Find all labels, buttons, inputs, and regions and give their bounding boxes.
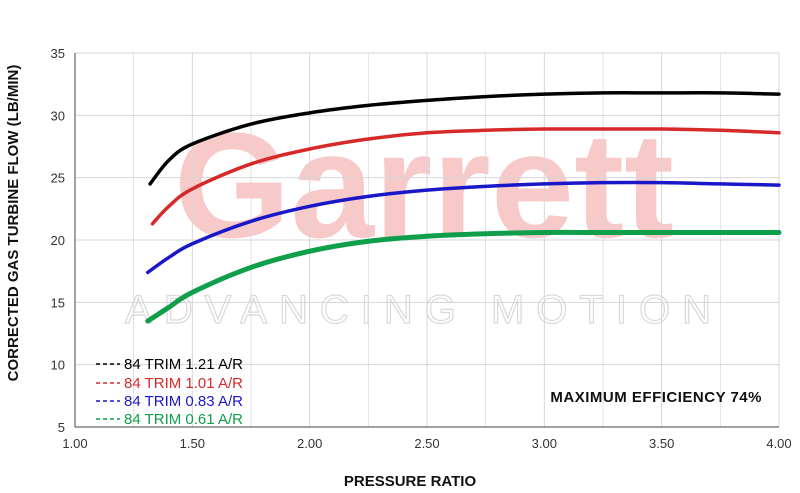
- watermark-tagline: ADVANCING MOTION: [125, 288, 723, 332]
- x-tick-label: 1.50: [180, 436, 205, 451]
- legend-label-4: 84 TRIM 0.61 A/R: [124, 411, 243, 428]
- legend-item: 84 TRIM 1.21 A/R: [96, 356, 243, 373]
- x-tick-label: 1.00: [62, 436, 87, 451]
- x-tick-label: 3.00: [532, 436, 557, 451]
- x-tick-label: 2.50: [414, 436, 439, 451]
- series-line-1: [148, 91, 781, 186]
- y-tick-label: 5: [58, 420, 65, 435]
- legend-item: 84 TRIM 0.61 A/R: [96, 411, 243, 428]
- series-lines: [145, 91, 782, 324]
- y-tick-label: 20: [51, 233, 65, 248]
- series-line-2: [150, 127, 781, 226]
- x-tick-labels: 1.00 1.50 2.00 2.50 3.00 3.50 4.00: [62, 436, 791, 451]
- legend: 84 TRIM 1.21 A/R 84 TRIM 1.01 A/R 84 TRI…: [96, 356, 243, 428]
- grid: [74, 52, 780, 428]
- y-tick-label: 25: [51, 171, 65, 186]
- axes: [74, 53, 779, 428]
- y-tick-label: 30: [51, 108, 65, 123]
- y-tick-labels: 5 10 15 20 25 30 35: [51, 46, 65, 435]
- legend-label-1: 84 TRIM 1.21 A/R: [124, 356, 243, 373]
- x-tick-label: 2.00: [297, 436, 322, 451]
- legend-item: 84 TRIM 0.83 A/R: [96, 393, 243, 410]
- x-axis-title: PRESSURE RATIO: [344, 473, 477, 490]
- series-line-4: [145, 229, 782, 324]
- legend-item: 84 TRIM 1.01 A/R: [96, 375, 243, 392]
- x-tick-label: 3.50: [649, 436, 674, 451]
- series-line-3: [145, 180, 781, 275]
- x-tick-label: 4.00: [766, 436, 791, 451]
- legend-label-2: 84 TRIM 1.01 A/R: [124, 375, 243, 392]
- y-tick-label: 15: [51, 295, 65, 310]
- y-tick-label: 35: [51, 46, 65, 61]
- legend-label-3: 84 TRIM 0.83 A/R: [124, 393, 243, 410]
- max-efficiency-note: MAXIMUM EFFICIENCY 74%: [550, 389, 762, 406]
- y-tick-label: 10: [51, 358, 65, 373]
- y-axis-title: CORRECTED GAS TURBINE FLOW (LB/MIN): [5, 65, 22, 382]
